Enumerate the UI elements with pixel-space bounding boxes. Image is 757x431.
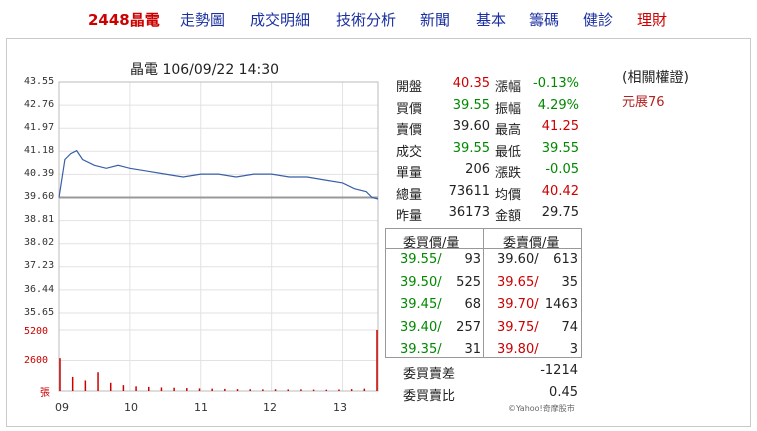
sell-price: 39.70/ bbox=[497, 297, 539, 312]
price-tick-reference: 39.60 bbox=[24, 191, 55, 202]
quote-label: 最低 bbox=[495, 144, 522, 160]
time-tick: 10 bbox=[124, 401, 138, 414]
price-tick: 35.65 bbox=[24, 307, 55, 318]
nav-trade-details[interactable]: 成交明細 bbox=[250, 11, 311, 29]
quote-value: 39.60 bbox=[452, 119, 490, 134]
price-tick: 42.76 bbox=[24, 99, 55, 110]
quote-label: 最高 bbox=[495, 123, 522, 138]
sell-qty: 613 bbox=[553, 252, 578, 267]
nav-technical-analysis[interactable]: 技術分析 bbox=[336, 11, 397, 29]
bid-ask-diff-value: -1214 bbox=[540, 363, 578, 378]
sell-header: 委賣價/量 bbox=[503, 236, 560, 251]
time-tick: 12 bbox=[263, 401, 277, 414]
quote-value: 39.55 bbox=[541, 140, 579, 156]
nav-stock-name[interactable]: 2448晶電 bbox=[88, 11, 160, 29]
sell-price: 39.65/ bbox=[497, 274, 539, 290]
copyright-text: ©Yahoo!奇摩股市 bbox=[508, 404, 575, 413]
quote-value: 41.25 bbox=[541, 119, 579, 134]
buy-price: 39.55/ bbox=[400, 252, 442, 267]
sell-price: 39.80/ bbox=[497, 342, 539, 357]
quote-value: 40.42 bbox=[541, 183, 579, 199]
sell-qty: 74 bbox=[561, 319, 578, 335]
sell-qty: 35 bbox=[561, 274, 578, 290]
nav-health-check[interactable]: 健診 bbox=[583, 11, 614, 29]
warrant-link[interactable]: 元展76 bbox=[622, 95, 665, 110]
quote-label: 均價 bbox=[495, 187, 522, 203]
quote-panel bbox=[6, 38, 751, 427]
quote-value: -0.13% bbox=[533, 76, 579, 91]
quote-value: 4.29% bbox=[537, 97, 579, 113]
quote-label: 昨量 bbox=[396, 209, 423, 224]
quote-label: 振幅 bbox=[495, 101, 522, 117]
buy-header: 委買價/量 bbox=[403, 236, 460, 251]
price-tick: 38.02 bbox=[24, 237, 55, 248]
bid-ask-ratio-label: 委買賣比 bbox=[403, 389, 456, 404]
quote-value: 39.55 bbox=[452, 140, 490, 156]
quote-label: 成交 bbox=[396, 144, 423, 160]
quote-value: 40.35 bbox=[452, 76, 490, 91]
quote-value: 73611 bbox=[448, 183, 490, 199]
buy-qty: 257 bbox=[456, 319, 481, 335]
nav-fundamentals[interactable]: 基本 bbox=[476, 11, 507, 29]
time-tick: 09 bbox=[55, 401, 69, 414]
volume-unit: 張 bbox=[40, 388, 50, 399]
price-tick: 37.23 bbox=[24, 260, 55, 271]
quote-label: 單量 bbox=[396, 166, 423, 181]
buy-price: 39.35/ bbox=[400, 342, 442, 357]
top-navigation: 2448晶電 走勢圖 成交明細 技術分析 新聞 基本 籌碼 健診 理財 bbox=[0, 0, 757, 38]
nav-wealth[interactable]: 理財 bbox=[637, 11, 668, 29]
quote-label: 賣價 bbox=[396, 123, 423, 138]
buy-qty: 31 bbox=[464, 342, 481, 357]
volume-tick: 2600 bbox=[24, 355, 49, 366]
quote-label: 金額 bbox=[495, 209, 522, 224]
chart-title: 晶電 106/09/22 14:30 bbox=[130, 62, 280, 78]
price-tick: 40.39 bbox=[24, 168, 55, 179]
quote-value: 39.55 bbox=[452, 97, 490, 113]
bid-ask-ratio-value: 0.45 bbox=[549, 385, 578, 400]
quote-label: 漲跌 bbox=[495, 166, 522, 181]
buy-qty: 68 bbox=[464, 297, 481, 312]
order-book bbox=[385, 228, 582, 358]
bid-ask-diff-label: 委買賣差 bbox=[403, 367, 456, 382]
quote-value: 36173 bbox=[448, 205, 490, 220]
nav-news[interactable]: 新聞 bbox=[420, 11, 451, 29]
related-warrants-title: (相關權證) bbox=[622, 70, 689, 86]
buy-price: 39.50/ bbox=[400, 274, 442, 290]
buy-price: 39.40/ bbox=[400, 319, 442, 335]
price-tick: 43.55 bbox=[24, 76, 55, 87]
sell-qty: 1463 bbox=[544, 297, 578, 312]
price-tick: 36.44 bbox=[24, 284, 55, 295]
quote-value: 29.75 bbox=[541, 205, 579, 220]
buy-qty: 525 bbox=[456, 274, 481, 290]
quote-value: -0.05 bbox=[545, 162, 579, 177]
quote-label: 開盤 bbox=[396, 80, 423, 95]
sell-qty: 3 bbox=[569, 342, 578, 357]
sell-price: 39.75/ bbox=[497, 319, 539, 335]
buy-price: 39.45/ bbox=[400, 297, 442, 312]
nav-chips[interactable]: 籌碼 bbox=[529, 11, 560, 29]
quote-value: 206 bbox=[465, 162, 490, 177]
quote-label: 總量 bbox=[396, 187, 423, 203]
price-tick: 41.97 bbox=[24, 122, 55, 133]
quote-label: 買價 bbox=[396, 101, 423, 117]
quote-label: 漲幅 bbox=[495, 80, 522, 95]
time-tick: 13 bbox=[333, 401, 347, 414]
buy-qty: 93 bbox=[464, 252, 481, 267]
nav-trend-chart[interactable]: 走勢圖 bbox=[180, 11, 226, 29]
price-tick: 41.18 bbox=[24, 145, 55, 156]
sell-price: 39.60/ bbox=[497, 252, 539, 267]
price-tick: 38.81 bbox=[24, 214, 55, 225]
time-tick: 11 bbox=[194, 401, 208, 414]
volume-tick: 5200 bbox=[24, 326, 49, 337]
